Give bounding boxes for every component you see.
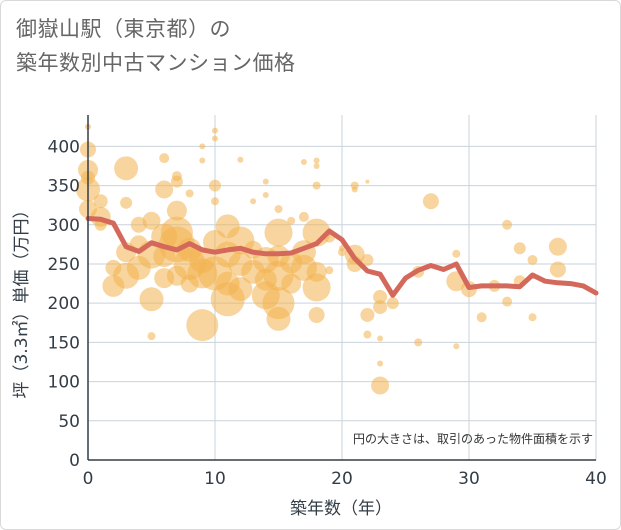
bubble-point bbox=[422, 193, 439, 210]
bubble-point bbox=[266, 306, 291, 331]
bubble-point bbox=[281, 273, 302, 294]
bubble-point bbox=[308, 306, 325, 323]
bubble-point bbox=[264, 218, 293, 247]
bubble-point bbox=[228, 277, 253, 302]
bubble-point bbox=[114, 156, 139, 181]
bubble-point bbox=[386, 297, 399, 310]
bubble-point bbox=[325, 266, 334, 275]
bubble-point bbox=[93, 194, 108, 209]
x-axis-label: 築年数（年） bbox=[290, 499, 392, 519]
y-tick-label: 300 bbox=[48, 216, 80, 236]
y-tick-label: 200 bbox=[48, 294, 80, 314]
bubble-point bbox=[453, 343, 460, 350]
axes: 0 50 100 150 200 250 300 350 400 0 10 20 30 40 bbox=[48, 115, 607, 489]
bubble-point bbox=[361, 254, 374, 267]
bubble-point bbox=[237, 156, 244, 163]
bubble-point bbox=[302, 273, 331, 302]
bubble-point bbox=[312, 181, 321, 190]
bubble-point bbox=[373, 300, 388, 315]
bubble-point bbox=[212, 127, 218, 134]
y-tick-label: 100 bbox=[48, 373, 80, 393]
x-tick-label: 30 bbox=[458, 469, 480, 489]
bubble-point bbox=[351, 186, 358, 193]
bubble-point bbox=[502, 219, 513, 230]
bubble-point bbox=[166, 200, 187, 221]
bubble-point bbox=[199, 157, 206, 164]
bubble-point bbox=[363, 330, 372, 339]
y-tick-label: 400 bbox=[48, 137, 80, 157]
bubble-point bbox=[155, 180, 174, 199]
size-annotation: 円の大きさは、取引のあった物件面積を示す bbox=[353, 431, 593, 446]
bubble-point bbox=[170, 175, 183, 188]
average-line bbox=[85, 216, 599, 298]
bubble-point bbox=[313, 157, 320, 164]
chart-title-line2: 築年数別中古マンション価格 bbox=[16, 51, 296, 75]
bubble-point bbox=[300, 159, 307, 166]
bubble-point bbox=[476, 312, 487, 323]
bubble-point bbox=[377, 335, 384, 342]
x-tick-label: 10 bbox=[204, 469, 226, 489]
x-tick-label: 20 bbox=[331, 469, 353, 489]
bubble-point bbox=[365, 179, 370, 184]
bubble-point bbox=[549, 261, 566, 278]
bubble-point bbox=[186, 309, 219, 342]
bubble-point bbox=[513, 242, 526, 255]
bubble-point bbox=[373, 289, 388, 304]
y-tick-label: 250 bbox=[48, 255, 80, 275]
bubble-point bbox=[274, 205, 283, 214]
x-tick-label: 0 bbox=[83, 469, 94, 489]
chart-title: 御嶽山駅（東京都）の 築年数別中古マンション価格 bbox=[16, 12, 296, 80]
bubble-point bbox=[339, 245, 345, 252]
bubble-point bbox=[139, 287, 164, 312]
y-axis-label: 坪（3.3㎡）単価（万円） bbox=[12, 201, 32, 398]
bubble-point bbox=[287, 216, 296, 225]
bubble-point bbox=[211, 197, 219, 206]
x-tick-label: 40 bbox=[585, 469, 607, 489]
bubble-point bbox=[250, 198, 257, 205]
bubble-point bbox=[120, 196, 133, 209]
bubble-point bbox=[548, 237, 567, 256]
bubble-point bbox=[209, 179, 221, 192]
bubble-point bbox=[313, 162, 320, 169]
y-tick-label: 350 bbox=[48, 177, 80, 197]
bubble-point bbox=[185, 189, 194, 198]
bubble-point bbox=[502, 296, 513, 307]
bubble-point bbox=[159, 153, 170, 164]
y-tick-label: 50 bbox=[58, 412, 80, 432]
bubble-point bbox=[142, 211, 161, 230]
bubble-point bbox=[298, 211, 309, 222]
chart-title-line1: 御嶽山駅（東京都）の bbox=[16, 17, 231, 41]
y-tick-label: 0 bbox=[69, 451, 80, 471]
bubble-point bbox=[199, 143, 206, 150]
average-price-line bbox=[85, 216, 599, 298]
bubble-series bbox=[76, 123, 567, 395]
bubble-point bbox=[528, 313, 537, 322]
y-tick-label: 150 bbox=[48, 333, 80, 353]
bubble-point bbox=[527, 255, 538, 266]
bubble-point bbox=[262, 178, 269, 185]
bubble-point bbox=[377, 360, 384, 367]
bubble-point bbox=[360, 307, 375, 322]
bubble-point bbox=[147, 332, 156, 341]
bubble-point bbox=[262, 191, 269, 198]
bubble-point bbox=[452, 249, 461, 258]
bubble-point bbox=[414, 338, 423, 347]
bubble-point bbox=[212, 135, 218, 142]
bubble-point bbox=[371, 376, 390, 395]
